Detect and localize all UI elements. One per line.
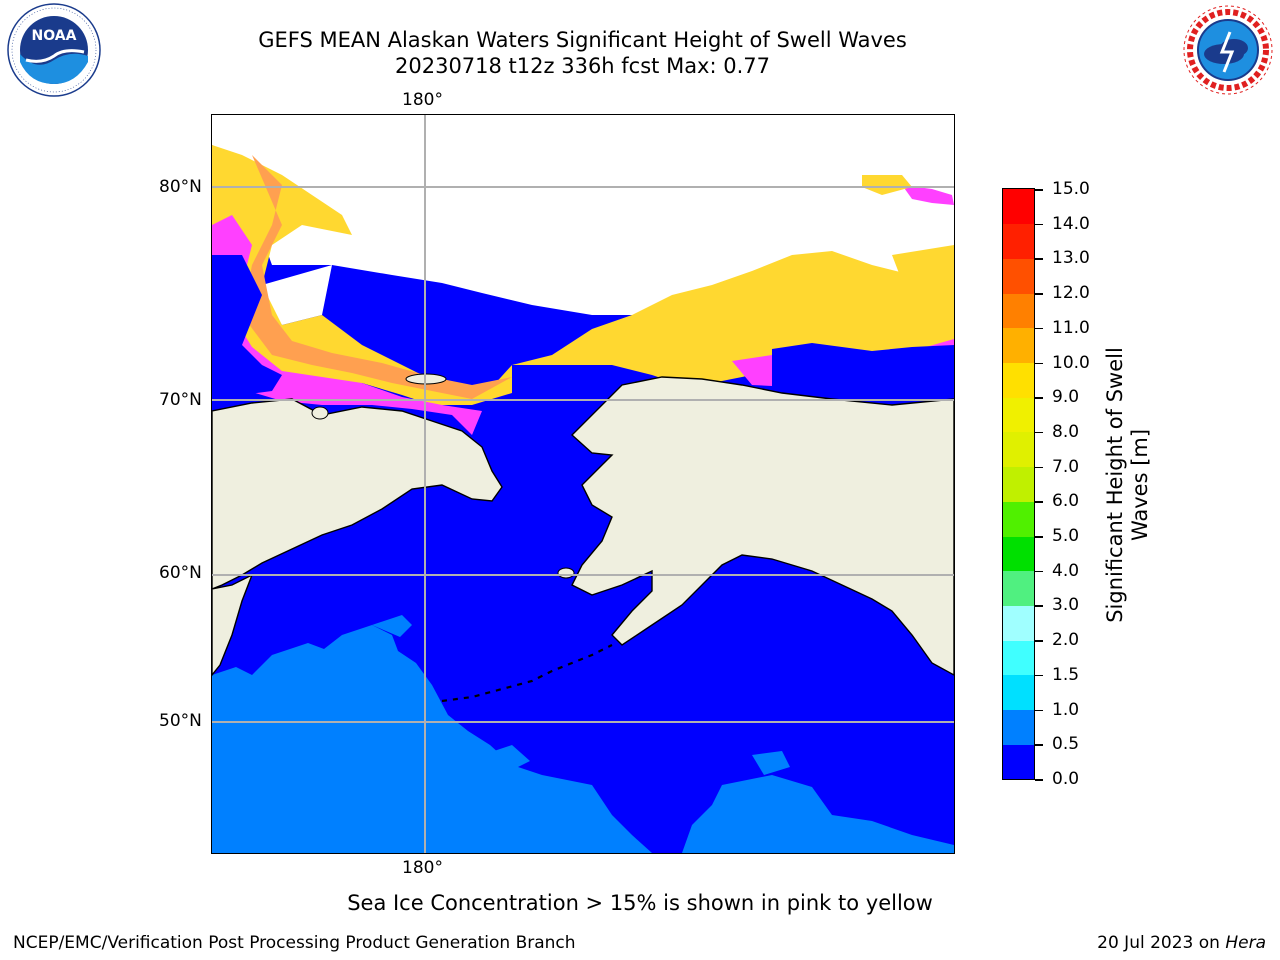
sea-ice-pink bbox=[902, 185, 954, 205]
sea-ice-yellow bbox=[212, 145, 954, 405]
colorbar-tick-label: 9.0 bbox=[1052, 387, 1080, 408]
colorbar-tick-label: 3.0 bbox=[1052, 595, 1080, 616]
colorbar-tick bbox=[1035, 570, 1043, 573]
island bbox=[311, 406, 329, 420]
colorbar-tick-label: 4.0 bbox=[1052, 560, 1080, 581]
ocean-area bbox=[512, 365, 632, 405]
lat-label-60n: 60°N bbox=[159, 563, 202, 583]
colorbar-tick-label: 1.0 bbox=[1052, 699, 1080, 720]
map-panel bbox=[211, 114, 955, 854]
sea-ice-yellow bbox=[892, 245, 954, 285]
colorbar-title-line1: Significant Height of Swell bbox=[1103, 347, 1127, 623]
colorbar-segment bbox=[1003, 362, 1034, 398]
footer-date-text: 20 Jul 2023 on bbox=[1097, 933, 1226, 953]
map-title: GEFS MEAN Alaskan Waters Significant Hei… bbox=[258, 28, 907, 52]
colorbar-tick bbox=[1035, 362, 1043, 365]
colorbar-tick bbox=[1035, 709, 1043, 712]
footer-host: Hera bbox=[1225, 933, 1266, 953]
colorbar-tick bbox=[1035, 779, 1043, 781]
ocean-area bbox=[212, 255, 282, 395]
colorbar-segment bbox=[1003, 293, 1034, 329]
colorbar-segment bbox=[1003, 189, 1034, 225]
land-kamchatka bbox=[212, 573, 254, 677]
colorbar-tick bbox=[1035, 501, 1043, 503]
colorbar-tick-label: 7.0 bbox=[1052, 456, 1080, 477]
colorbar-segment bbox=[1003, 501, 1034, 537]
map-subtitle: 20230718 t12z 336h fcst Max: 0.77 bbox=[395, 54, 770, 78]
sea-ice-pink bbox=[212, 215, 482, 435]
colorbar-tick bbox=[1035, 258, 1043, 260]
footer-date: 20 Jul 2023 on Hera bbox=[1097, 933, 1266, 953]
colorbar-tick-label: 0.5 bbox=[1052, 734, 1080, 755]
colorbar-segment bbox=[1003, 709, 1034, 745]
colorbar-tick-label: 2.0 bbox=[1052, 630, 1080, 651]
colorbar-tick-label: 5.0 bbox=[1052, 526, 1080, 547]
colorbar-tick-label: 15.0 bbox=[1052, 179, 1090, 199]
lat-label-70n: 70°N bbox=[159, 390, 202, 410]
colorbar-tick bbox=[1035, 536, 1043, 538]
land-siberia bbox=[212, 398, 503, 590]
colorbar-title-line2: Waves [m] bbox=[1128, 428, 1152, 542]
colorbar-tick bbox=[1035, 189, 1043, 191]
colorbar-tick-label: 0.0 bbox=[1052, 769, 1080, 789]
colorbar-segment bbox=[1003, 258, 1034, 294]
lat-label-50n: 50°N bbox=[159, 711, 202, 731]
noaa-logo-text: NOAA bbox=[32, 28, 77, 44]
colorbar-segment bbox=[1003, 223, 1034, 259]
ice-free-area bbox=[262, 265, 332, 325]
swell-patch bbox=[682, 775, 954, 853]
swell-region-southwest bbox=[212, 625, 652, 853]
colorbar-segment bbox=[1003, 397, 1034, 433]
colorbar-tick-label: 14.0 bbox=[1052, 213, 1090, 234]
colorbar-segment bbox=[1003, 605, 1034, 641]
nws-logo bbox=[1180, 2, 1276, 98]
colorbar bbox=[1002, 188, 1035, 780]
colorbar-tick bbox=[1035, 293, 1043, 295]
lon-label-top: 180° bbox=[402, 90, 443, 110]
graticule bbox=[212, 115, 954, 853]
colorbar-tick-label: 1.5 bbox=[1052, 664, 1080, 685]
colorbar-tick-label: 6.0 bbox=[1052, 491, 1080, 512]
colorbar-tick bbox=[1035, 674, 1043, 677]
colorbar-tick bbox=[1035, 397, 1043, 399]
island bbox=[557, 567, 575, 579]
colorbar-title: Significant Height of Swell Waves [m] bbox=[1103, 347, 1153, 623]
aleutian-islands bbox=[441, 644, 613, 703]
colorbar-segment bbox=[1003, 674, 1034, 711]
colorbar-tick bbox=[1035, 327, 1043, 330]
map-canvas bbox=[212, 115, 954, 853]
sea-ice-yellow bbox=[862, 175, 912, 195]
footer-branch: NCEP/EMC/Verification Post Processing Pr… bbox=[13, 933, 576, 953]
colorbar-segment bbox=[1003, 327, 1034, 364]
colorbar-segment bbox=[1003, 431, 1034, 468]
colorbar-tick-label: 12.0 bbox=[1052, 283, 1090, 304]
lat-label-80n: 80°N bbox=[159, 177, 202, 197]
noaa-logo: NOAA bbox=[6, 2, 102, 98]
colorbar-tick bbox=[1035, 605, 1043, 607]
colorbar-segment bbox=[1003, 744, 1034, 780]
colorbar-tick bbox=[1035, 466, 1043, 469]
colorbar-segment bbox=[1003, 640, 1034, 676]
colorbar-tick bbox=[1035, 223, 1043, 226]
colorbar-tick-label: 10.0 bbox=[1052, 352, 1090, 373]
swell-patch bbox=[372, 615, 412, 637]
ocean-area bbox=[772, 343, 954, 395]
colorbar-segment bbox=[1003, 466, 1034, 502]
caption: Sea Ice Concentration > 15% is shown in … bbox=[347, 891, 933, 915]
colorbar-tick bbox=[1035, 744, 1043, 746]
colorbar-tick bbox=[1035, 431, 1043, 434]
colorbar-tick bbox=[1035, 640, 1043, 642]
colorbar-segment bbox=[1003, 570, 1034, 606]
sea-ice-orange bbox=[242, 155, 512, 399]
colorbar-tick-label: 8.0 bbox=[1052, 421, 1080, 442]
lon-label-bottom: 180° bbox=[402, 858, 443, 878]
colorbar-tick-label: 11.0 bbox=[1052, 317, 1090, 338]
colorbar-segment bbox=[1003, 536, 1034, 572]
colorbar-tick-label: 13.0 bbox=[1052, 248, 1090, 269]
swell-patch bbox=[482, 745, 530, 775]
swell-patch bbox=[752, 751, 790, 775]
